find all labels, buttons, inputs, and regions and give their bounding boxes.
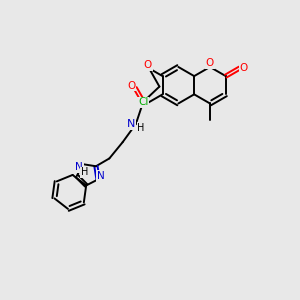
Text: O: O <box>127 81 135 91</box>
Text: O: O <box>206 58 214 68</box>
Text: H: H <box>137 122 145 133</box>
Text: O: O <box>144 60 152 70</box>
Text: H: H <box>81 167 88 177</box>
Text: N: N <box>75 162 83 172</box>
Text: O: O <box>239 63 248 73</box>
Text: N: N <box>127 119 135 129</box>
Text: N: N <box>97 171 105 181</box>
Text: Cl: Cl <box>138 98 148 107</box>
